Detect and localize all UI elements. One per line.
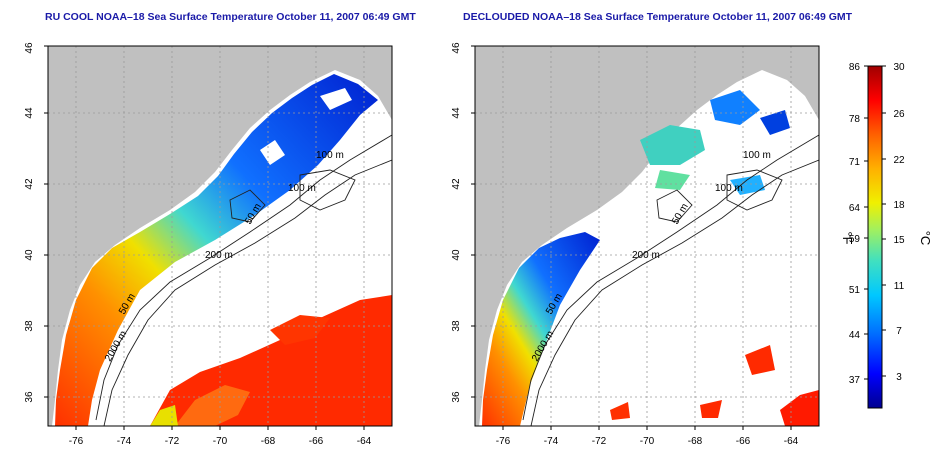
left-lon-label-74: -74 bbox=[117, 436, 132, 447]
left-land-mass bbox=[48, 46, 392, 426]
left-lon-label-64: -64 bbox=[357, 436, 372, 447]
right-cool-patch-a bbox=[640, 125, 705, 165]
right-lat-label-38: 38 bbox=[451, 320, 462, 332]
left-lat-label-44: 44 bbox=[24, 107, 35, 119]
right-warm-patch-c bbox=[700, 400, 722, 418]
left-warm-patch-b bbox=[175, 385, 250, 426]
right-map-panel: 100 m 100 m 50 m 200 m 50 m 2000 m bbox=[451, 42, 820, 447]
left-panel-title: RU COOL NOAA–18 Sea Surface Temperature … bbox=[45, 11, 416, 23]
right-lon-label-76: -76 bbox=[496, 436, 511, 447]
left-lat-label-38: 38 bbox=[24, 320, 35, 332]
colorbar-f-tick-44: 44 bbox=[849, 330, 861, 341]
right-lon-label-74: -74 bbox=[544, 436, 559, 447]
right-lat-label-36: 36 bbox=[451, 391, 462, 403]
colorbar-celsius-label: °C bbox=[918, 231, 933, 246]
colorbar-c-tick-26: 26 bbox=[893, 109, 905, 120]
right-land-mass bbox=[475, 46, 819, 426]
left-graticule bbox=[48, 46, 392, 426]
right-contour-label-100m-a: 100 m bbox=[743, 150, 771, 161]
left-lon-label-72: -72 bbox=[165, 436, 180, 447]
right-cool-patch-c bbox=[760, 110, 790, 135]
right-sst-coastal bbox=[482, 232, 600, 426]
left-lat-label-42: 42 bbox=[24, 178, 35, 190]
left-contour-label-200m: 200 m bbox=[205, 250, 233, 261]
left-sst-swath bbox=[55, 74, 378, 426]
left-warm-patch-d bbox=[270, 315, 330, 345]
right-cool-patch-e bbox=[730, 175, 765, 195]
right-contour-label-100m-b: 100 m bbox=[715, 183, 743, 194]
left-lon-label-70: -70 bbox=[213, 436, 228, 447]
temperature-colorbar: 86 78 71 64 59 51 44 37 30 26 22 18 15 1… bbox=[840, 62, 933, 409]
left-axis-ticks bbox=[44, 45, 365, 430]
right-lon-label-66: -66 bbox=[736, 436, 751, 447]
left-contour-label-100m-a: 100 m bbox=[316, 150, 344, 161]
left-lat-label-46: 46 bbox=[24, 42, 35, 54]
left-bathymetry-contours bbox=[95, 134, 392, 426]
right-warm-patch-a bbox=[780, 390, 819, 426]
right-bathymetry-contours bbox=[522, 134, 819, 426]
right-lat-label-42: 42 bbox=[451, 178, 462, 190]
right-lon-label-68: -68 bbox=[688, 436, 703, 447]
colorbar-fahrenheit-label: °F bbox=[840, 231, 855, 244]
right-contour-label-200m: 200 m bbox=[632, 250, 660, 261]
left-cloud-a bbox=[260, 140, 285, 165]
colorbar-c-tick-7: 7 bbox=[896, 326, 902, 337]
colorbar-f-tick-71: 71 bbox=[849, 157, 861, 168]
left-cloud-b bbox=[320, 88, 352, 110]
right-lon-label-64: -64 bbox=[784, 436, 799, 447]
left-lon-label-66: -66 bbox=[309, 436, 324, 447]
right-lon-label-70: -70 bbox=[640, 436, 655, 447]
right-panel-title: DECLOUDED NOAA–18 Sea Surface Temperatur… bbox=[463, 11, 853, 23]
left-contour-label-100m-b: 100 m bbox=[288, 183, 316, 194]
colorbar-ticks bbox=[864, 65, 886, 380]
colorbar-f-tick-86: 86 bbox=[849, 62, 861, 73]
right-lon-label-72: -72 bbox=[592, 436, 607, 447]
colorbar-f-tick-59: 59 bbox=[849, 234, 861, 245]
left-lon-label-76: -76 bbox=[69, 436, 84, 447]
colorbar-c-tick-22: 22 bbox=[893, 155, 905, 166]
colorbar-c-tick-15: 15 bbox=[893, 235, 905, 246]
left-warm-patch-c bbox=[150, 405, 178, 426]
left-lat-label-36: 36 bbox=[24, 391, 35, 403]
colorbar-f-tick-51: 51 bbox=[849, 285, 861, 296]
right-graticule bbox=[475, 46, 819, 426]
colorbar-c-tick-18: 18 bbox=[893, 200, 905, 211]
left-lat-label-40: 40 bbox=[24, 249, 35, 261]
left-map-panel: 100 m 100 m 50 m 200 m 50 m 2000 m bbox=[24, 42, 393, 447]
right-warm-patch-b bbox=[745, 345, 775, 375]
right-axis-ticks bbox=[471, 45, 792, 430]
colorbar-f-tick-37: 37 bbox=[849, 375, 861, 386]
right-lat-label-46: 46 bbox=[451, 42, 462, 54]
colorbar-f-tick-78: 78 bbox=[849, 114, 861, 125]
right-cool-patch-b bbox=[710, 90, 760, 125]
colorbar-gradient bbox=[867, 65, 883, 409]
colorbar-f-tick-64: 64 bbox=[849, 203, 861, 214]
colorbar-c-tick-30: 30 bbox=[893, 62, 905, 73]
right-lat-label-40: 40 bbox=[451, 249, 462, 261]
right-lat-label-44: 44 bbox=[451, 107, 462, 119]
colorbar-c-tick-11: 11 bbox=[894, 281, 905, 292]
right-warm-patch-d bbox=[610, 402, 630, 420]
colorbar-c-tick-3: 3 bbox=[896, 372, 902, 383]
left-lon-label-68: -68 bbox=[261, 436, 276, 447]
right-cool-patch-d bbox=[655, 170, 690, 190]
